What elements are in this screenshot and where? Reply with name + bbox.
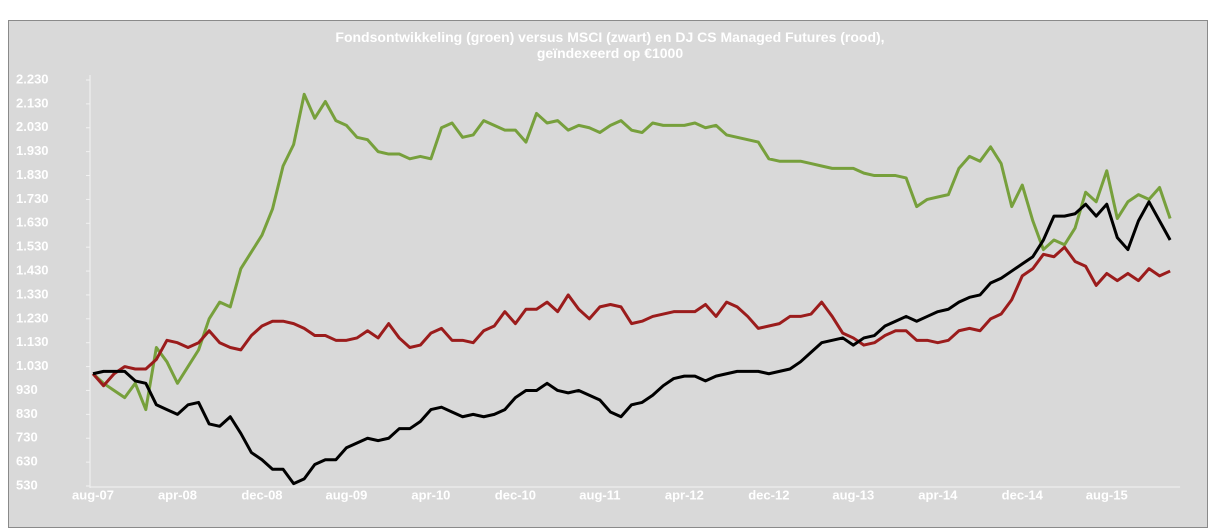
x-tick-label: dec-10 — [495, 487, 536, 502]
x-tick-label: dec-12 — [748, 487, 789, 502]
x-tick-label: aug-13 — [832, 487, 874, 502]
x-tick-label: apr-12 — [665, 487, 704, 502]
y-tick-label: 2.230 — [16, 71, 49, 86]
y-tick-label: 1.730 — [16, 191, 49, 206]
x-tick-label: apr-10 — [411, 487, 450, 502]
y-tick-label: 1.230 — [16, 310, 49, 325]
y-tick-label: 1.830 — [16, 167, 49, 182]
x-tick-label: apr-14 — [918, 487, 958, 502]
x-tick-label: dec-14 — [1002, 487, 1044, 502]
y-tick-label: 2.030 — [16, 119, 49, 134]
x-tick-label: aug-09 — [325, 487, 367, 502]
x-tick-label: dec-08 — [241, 487, 282, 502]
x-tick-label: aug-11 — [579, 487, 620, 502]
y-tick-label: 1.630 — [16, 215, 49, 230]
y-tick-label: 930 — [16, 382, 38, 397]
line-series — [91, 92, 1172, 412]
y-tick-label: 530 — [16, 477, 38, 492]
x-tick-label: aug-07 — [72, 487, 114, 502]
y-tick-label: 2.130 — [16, 95, 49, 110]
chart-title: Fondsontwikkeling (groen) versus MSCI (z… — [335, 29, 885, 61]
y-tick-label: 1.030 — [16, 358, 49, 373]
y-tick-label: 1.130 — [16, 334, 49, 349]
line-series — [91, 245, 1171, 388]
x-tick-label: apr-08 — [158, 487, 197, 502]
y-tick-label: 630 — [16, 454, 38, 469]
y-tick-label: 1.330 — [16, 286, 49, 301]
x-tick-label: aug-15 — [1086, 487, 1128, 502]
y-tick-label: 1.930 — [16, 143, 49, 158]
y-tick-label: 1.530 — [16, 239, 49, 254]
line-series — [92, 200, 1172, 486]
y-tick-label: 730 — [16, 430, 38, 445]
y-tick-label: 830 — [16, 406, 38, 421]
y-tick-label: 1.430 — [16, 262, 49, 277]
